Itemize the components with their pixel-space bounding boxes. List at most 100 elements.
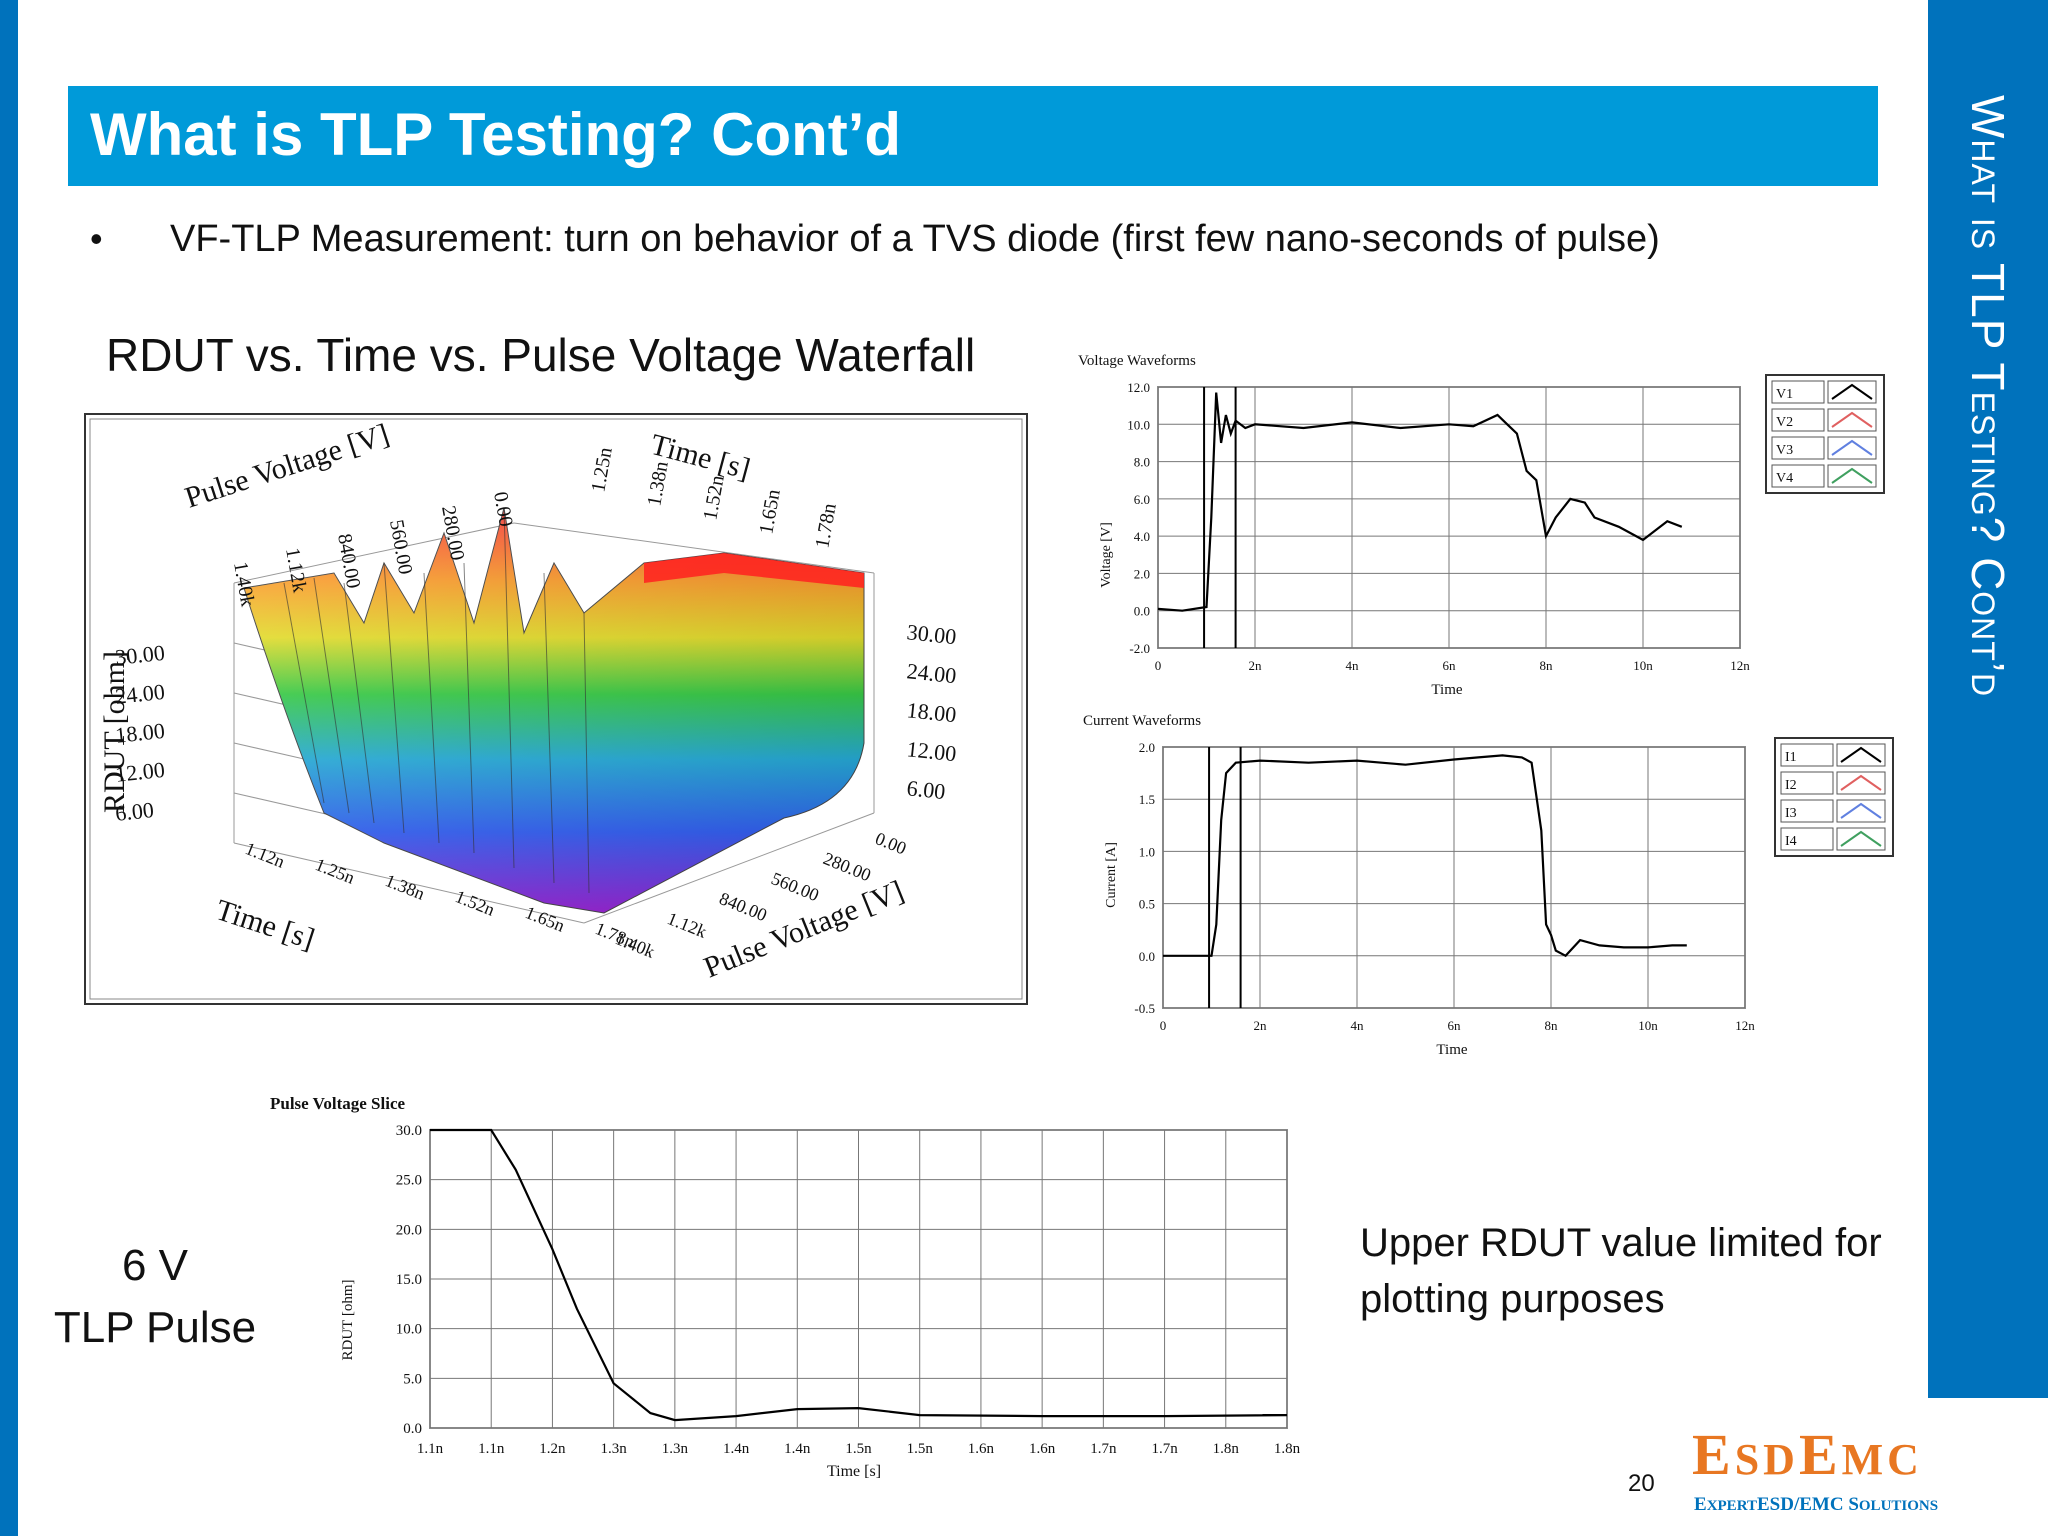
y-tick-label: 10.0: [1127, 417, 1150, 432]
voltage-x-label: Time: [1431, 682, 1462, 698]
x-tick-label: 12n: [1735, 1018, 1755, 1033]
x-tick-label: 1.1n: [478, 1441, 505, 1457]
current-chart-title: Current Waveforms: [1083, 713, 1201, 729]
x-tick-label: 1.3n: [601, 1441, 628, 1457]
legend-label: V3: [1776, 443, 1793, 458]
legend-swatch: [1827, 436, 1877, 460]
legend-entry: [1780, 827, 1834, 851]
x-tick-label: 1.3n: [662, 1441, 689, 1457]
x-tick-label: 2n: [1254, 1018, 1268, 1033]
plot-note: Upper RDUT value limited for plotting pu…: [1360, 1221, 1882, 1321]
x-tick-label: 1.6n: [968, 1441, 995, 1457]
y-tick-label: 5.0: [403, 1371, 422, 1387]
y-tick-label: 0.0: [1139, 949, 1155, 964]
legend-swatch: [1827, 380, 1877, 404]
current-legend: I1 I2 I3 I4: [1774, 737, 1894, 857]
x-tick-label: 1.2n: [539, 1441, 566, 1457]
y-tick-label: 4.0: [1134, 529, 1150, 544]
x-tick-label: 10n: [1633, 658, 1653, 673]
legend-label: V4: [1776, 471, 1793, 486]
x-tick-label: 1.5n: [907, 1441, 934, 1457]
x-tick-label: 6n: [1443, 658, 1457, 673]
legend-swatch: [1827, 408, 1877, 432]
legend-line-icon: [1831, 439, 1873, 456]
legend-label: I3: [1785, 806, 1797, 821]
x-tick-label: 4n: [1346, 658, 1360, 673]
legend-line-icon: [1840, 830, 1882, 847]
y-tick-label: 20.0: [396, 1222, 422, 1238]
y-tick-label: 15.0: [396, 1272, 422, 1288]
x-tick-label: 12n: [1730, 658, 1750, 673]
side-title: What is TLP Testing? Cont’d: [1962, 95, 2014, 698]
y-tick-label: 12.0: [1127, 380, 1150, 395]
bullet-marker: •: [90, 218, 103, 259]
waterfall-y-ticks-right: 6.00 12.00 18.00 24.00 30.00: [906, 619, 958, 804]
waterfall-y-tick: 12.00: [114, 757, 166, 787]
slice-y-label: RDUT [ohm]: [340, 1280, 356, 1361]
waterfall-y-label: RDUT [ohm]: [98, 651, 131, 813]
x-tick-label: 1.8n: [1274, 1441, 1301, 1457]
waterfall-y-ticks: 6.00 12.00 18.00 24.00 30.00: [114, 640, 166, 826]
y-tick-label: 0.5: [1139, 897, 1155, 912]
waterfall-y-tick-right: 12.00: [906, 736, 958, 766]
waterfall-y-tick: 30.00: [114, 640, 166, 670]
series-line-v1: [1157, 392, 1683, 612]
y-tick-label: 8.0: [1134, 455, 1150, 470]
legend-swatch: [1827, 464, 1877, 488]
slice-x-label: Time [s]: [827, 1463, 881, 1480]
x-tick-label: 0: [1160, 1018, 1167, 1033]
legend-label: I4: [1785, 834, 1797, 849]
legend-entry: [1771, 380, 1825, 404]
legend-swatch: [1836, 771, 1886, 795]
x-tick-label: 8n: [1545, 1018, 1559, 1033]
x-tick-label: 1.5n: [845, 1441, 872, 1457]
svg-text:ESDEMC: ESDEMC: [1692, 1422, 1923, 1487]
legend-entry: [1780, 799, 1834, 823]
x-tick-label: 10n: [1638, 1018, 1658, 1033]
legend-line-icon: [1840, 802, 1882, 819]
voltage-waveforms-chart: Voltage Waveforms Voltage [V] Time 0 2n 4n…: [1078, 353, 1885, 698]
legend-line-icon: [1840, 746, 1882, 763]
x-tick-label: 1.6n: [1029, 1441, 1056, 1457]
x-tick-label: 1.1n: [417, 1441, 444, 1457]
legend-label: V1: [1776, 387, 1793, 402]
waterfall-y-tick-right: 6.00: [906, 775, 947, 804]
svg-text:EXPERTESD/EMC SOLUTIONS: EXPERTESD/EMC SOLUTIONS: [1694, 1494, 1938, 1515]
legend-swatch: [1836, 827, 1886, 851]
waterfall-chart: RDUT [ohm] Pulse Voltage [V] Time [s] Ti…: [84, 413, 1028, 1005]
current-waveforms-chart: Current Waveforms Current [A] Time 0 2n 4n…: [1083, 713, 1894, 1058]
x-tick-label: 8n: [1540, 658, 1554, 673]
voltage-y-label: Voltage [V]: [1099, 522, 1114, 587]
left-accent-bar: [0, 0, 18, 1536]
x-tick-label: 6n: [1448, 1018, 1462, 1033]
legend-line-icon: [1831, 383, 1873, 400]
y-tick-label: 0.0: [403, 1421, 422, 1437]
legend-label: V2: [1776, 415, 1793, 430]
y-tick-label: 6.0: [1134, 492, 1150, 507]
y-tick-label: -2.0: [1129, 641, 1150, 656]
pulse-label-voltage: 6 V: [121, 1241, 189, 1290]
x-tick-label: 1.4n: [723, 1441, 750, 1457]
slice-chart-title: Pulse Voltage Slice: [270, 1094, 406, 1113]
y-tick-label: 0.0: [1134, 604, 1150, 619]
legend-label: I2: [1785, 778, 1797, 793]
legend-line-icon: [1831, 411, 1873, 428]
legend-swatch: [1836, 799, 1886, 823]
esdemc-logo: ESDEMC EXPERTESD/EMC SOLUTIONS: [1692, 1422, 1938, 1515]
current-x-label: Time: [1436, 1042, 1467, 1058]
y-tick-label: -0.5: [1134, 1001, 1155, 1016]
y-tick-label: 30.0: [396, 1123, 422, 1139]
legend-entry: [1771, 464, 1825, 488]
legend-line-icon: [1840, 774, 1882, 791]
x-tick-label: 2n: [1249, 658, 1263, 673]
x-tick-label: 1.8n: [1213, 1441, 1240, 1457]
legend-entry: [1771, 436, 1825, 460]
y-tick-label: 10.0: [396, 1322, 422, 1338]
x-tick-label: 1.4n: [784, 1441, 811, 1457]
x-tick-label: 0: [1155, 658, 1162, 673]
current-y-label: Current [A]: [1104, 842, 1119, 908]
voltage-legend: V1 V2 V3 V4: [1765, 374, 1885, 494]
series-line-i1: [1163, 754, 1687, 958]
y-tick-label: 1.0: [1139, 844, 1155, 859]
legend-entry: [1780, 743, 1834, 767]
